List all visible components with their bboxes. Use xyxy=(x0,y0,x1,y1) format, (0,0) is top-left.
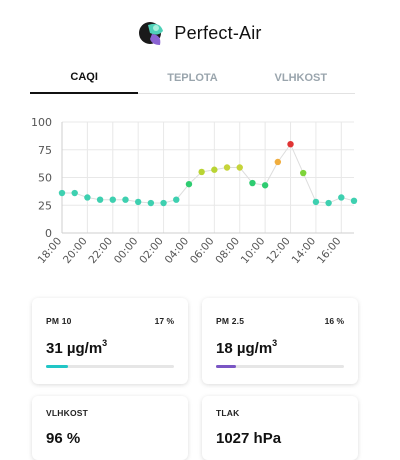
x-tick-label: 18:00 xyxy=(36,235,65,266)
pm10-card: PM 10 17 % 31 µg/m3 xyxy=(32,298,188,384)
y-tick-label: 75 xyxy=(38,144,52,157)
pressure-label: TLAK xyxy=(216,408,240,418)
pm25-progress-fill xyxy=(216,365,237,368)
data-point xyxy=(173,196,180,203)
humidity-label: VLHKOST xyxy=(46,408,89,418)
pm25-card: PM 2.5 16 % 18 µg/m3 xyxy=(202,298,358,384)
x-tick-label: 02:00 xyxy=(137,235,166,266)
data-point xyxy=(287,141,294,148)
pm25-percent: 16 % xyxy=(324,316,344,326)
app-title: Perfect-Air xyxy=(174,22,262,43)
x-tick-label: 04:00 xyxy=(163,235,192,266)
data-point xyxy=(223,164,231,171)
app-header: Perfect-Air xyxy=(0,16,400,50)
data-point xyxy=(198,168,205,176)
data-point xyxy=(58,189,66,197)
tab-bar: CAQI TEPLOTA VLHKOST xyxy=(30,62,355,94)
pm10-progress-fill xyxy=(46,365,68,368)
perfect-air-logo-icon xyxy=(139,22,164,45)
pm10-progress-track xyxy=(46,365,174,368)
humidity-card: VLHKOST 96 % xyxy=(32,396,188,460)
y-tick-label: 0 xyxy=(45,227,52,240)
x-tick-label: 20:00 xyxy=(61,235,90,266)
data-point xyxy=(300,169,307,177)
x-tick-label: 14:00 xyxy=(290,235,319,266)
pm10-unit-exponent: 3 xyxy=(102,338,108,348)
data-point xyxy=(134,198,142,206)
y-tick-label: 25 xyxy=(38,199,52,212)
pm25-progress-track xyxy=(216,365,344,368)
y-tick-label: 50 xyxy=(38,172,52,185)
data-point xyxy=(338,194,345,201)
caqi-chart: 0 25 50 75 100 18:0020:0022:0000:0002:0004:00… xyxy=(31,116,358,266)
data-point xyxy=(274,158,282,166)
data-point xyxy=(211,166,218,173)
data-point xyxy=(147,199,155,207)
pm10-label: PM 10 xyxy=(46,316,72,326)
x-tick-label: 22:00 xyxy=(86,235,115,266)
series-line xyxy=(62,143,355,204)
x-tick-label: 08:00 xyxy=(213,235,242,266)
pm25-unit-exponent: 3 xyxy=(272,338,278,348)
data-point xyxy=(96,196,104,203)
data-point xyxy=(84,194,91,201)
pressure-card: TLAK 1027 hPa xyxy=(202,396,358,460)
pm25-value: 18 µg/m3 xyxy=(216,338,277,357)
y-tick-label: 100 xyxy=(31,116,52,129)
data-point xyxy=(185,180,193,188)
data-point xyxy=(160,199,167,207)
data-point xyxy=(122,196,129,203)
data-point xyxy=(325,199,332,207)
pm10-value-text: 31 µg/m xyxy=(46,340,103,357)
data-point xyxy=(109,196,116,203)
tab-teplota[interactable]: TEPLOTA xyxy=(138,62,247,94)
tab-caqi[interactable]: CAQI xyxy=(30,62,139,94)
pm25-value-text: 18 µg/m xyxy=(216,340,273,357)
data-point xyxy=(249,179,256,187)
tab-vlhkost[interactable]: VLHKOST xyxy=(246,62,355,94)
x-tick-label: 06:00 xyxy=(188,235,217,266)
pm10-value: 31 µg/m3 xyxy=(46,338,107,357)
data-point xyxy=(261,182,269,189)
data-point xyxy=(350,197,358,205)
humidity-value: 96 % xyxy=(46,430,81,447)
x-tick-label: 16:00 xyxy=(315,235,344,266)
x-tick-label: 12:00 xyxy=(264,235,293,266)
data-point xyxy=(236,164,243,171)
pm25-label: PM 2.5 xyxy=(216,316,245,326)
data-point xyxy=(312,198,320,206)
x-tick-label: 10:00 xyxy=(239,235,268,266)
pm10-percent: 17 % xyxy=(154,316,174,326)
data-point xyxy=(71,189,78,197)
pressure-value: 1027 hPa xyxy=(216,430,282,447)
x-tick-label: 00:00 xyxy=(112,235,141,266)
